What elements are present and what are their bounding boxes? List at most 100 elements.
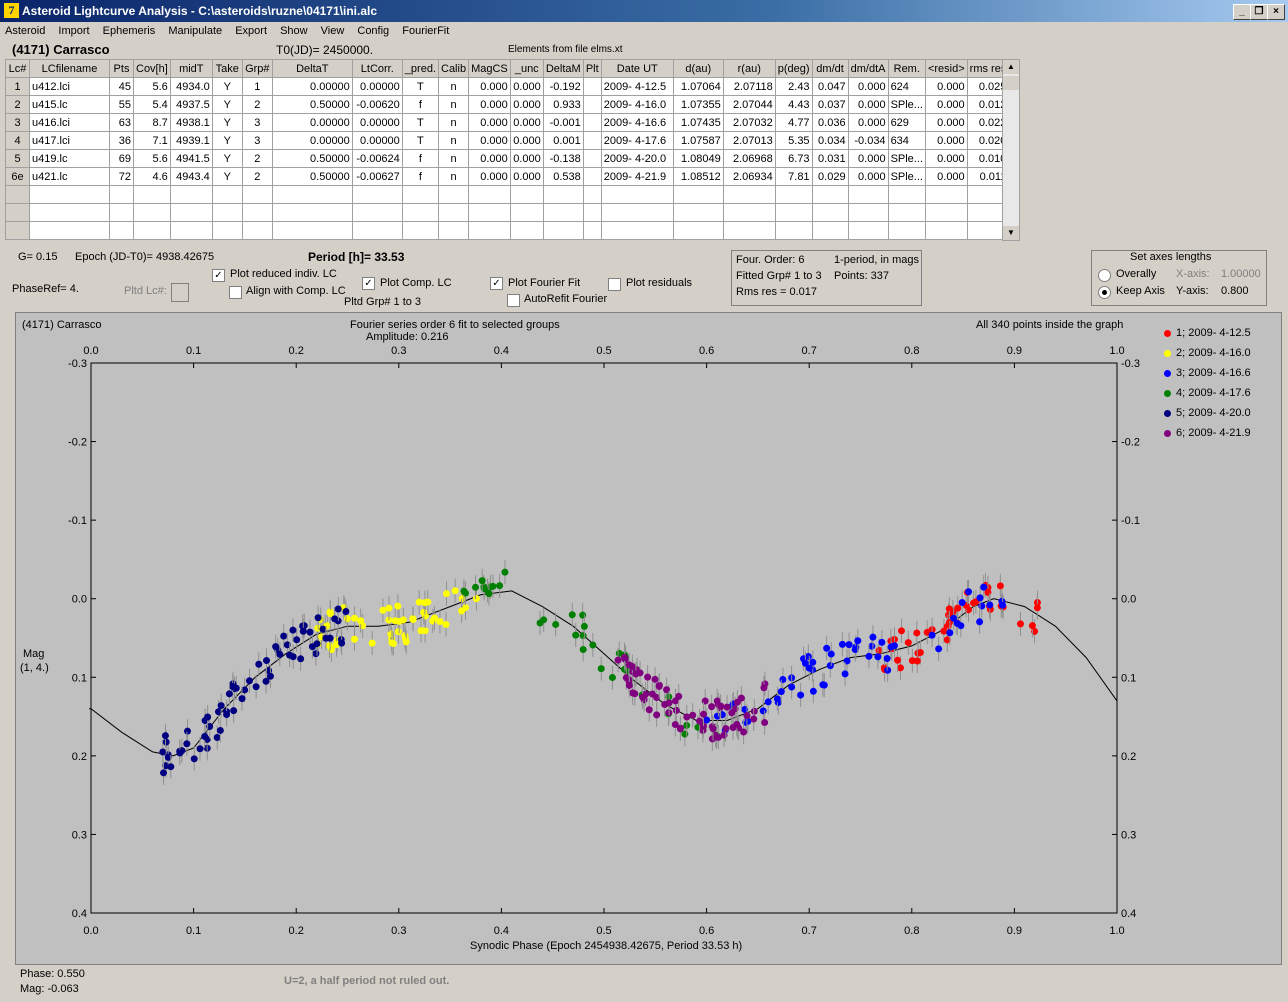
table-cell[interactable] [924,221,968,240]
table-cell[interactable]: 0.000 [924,77,968,96]
table-cell[interactable]: u415.lc [29,95,110,114]
table-cell[interactable]: 5.6 [133,77,171,96]
column-header[interactable]: rms res [966,59,1010,78]
table-cell[interactable]: 0.010 [966,149,1010,168]
menu-export[interactable]: Export [235,25,267,37]
column-header[interactable]: dm/dtA [847,59,889,78]
scroll-down-icon[interactable]: ▼ [1003,226,1019,240]
table-cell[interactable]: SPle... [887,149,926,168]
table-cell[interactable]: SPle... [887,95,926,114]
column-header[interactable]: Rem. [887,59,926,78]
table-cell[interactable]: 6e [5,167,30,186]
table-cell[interactable]: 0.50000 [271,167,353,186]
table-cell[interactable]: 0.000 [924,95,968,114]
scroll-thumb[interactable] [1003,76,1019,90]
table-cell[interactable]: -0.138 [542,149,584,168]
yaxis-value[interactable]: 0.800 [1221,285,1249,297]
plot-reduced-checkbox[interactable]: ✓ [212,269,225,282]
table-cell[interactable]: 0.047 [811,77,849,96]
table-cell[interactable]: 69 [109,149,134,168]
table-cell[interactable]: 634 [887,131,926,150]
table-cell[interactable] [887,221,926,240]
column-header[interactable]: dm/dt [811,59,849,78]
table-row[interactable]: 6e u421.lc 72 4.6 4943.4 Y 2 0.50000 -0.00627 f n 0… [5,167,1010,186]
plot-comp-checkbox[interactable]: ✓ [362,277,375,290]
table-cell[interactable]: u416.lci [29,113,110,132]
table-cell[interactable]: 0.000 [924,167,968,186]
column-header[interactable]: Plt [582,59,602,78]
table-cell[interactable]: 2.06934 [722,167,776,186]
align-comp-checkbox[interactable] [229,286,242,299]
menu-config[interactable]: Config [357,25,390,37]
menu-fourierfit[interactable]: FourierFit [402,25,450,37]
column-header[interactable]: MagCS [468,59,511,78]
table-cell[interactable]: 7.81 [774,167,813,186]
table-cell[interactable]: 0.00000 [271,131,353,150]
menu-view[interactable]: View [320,25,345,37]
scroll-up-icon[interactable]: ▲ [1003,60,1019,74]
table-cell[interactable]: -0.00627 [351,167,403,186]
column-header[interactable]: Take [211,59,243,78]
table-cell[interactable]: u417.lci [29,131,110,150]
table-cell[interactable] [401,221,440,240]
table-cell[interactable]: 2009- 4-21.9 [600,167,674,186]
table-cell[interactable]: 0.037 [811,95,849,114]
table-cell[interactable] [722,221,776,240]
table-cell[interactable]: 0.933 [542,95,584,114]
menu-ephemeris[interactable]: Ephemeris [102,25,156,37]
table-cell[interactable]: 0.000 [847,77,889,96]
table-cell[interactable]: 0.000 [847,167,889,186]
table-cell[interactable]: 0.00000 [271,77,353,96]
table-cell[interactable]: 0.000 [468,77,511,96]
table-cell[interactable]: 2.07032 [722,113,776,132]
table-cell[interactable]: f [401,95,440,114]
column-header[interactable]: DeltaM [542,59,584,78]
table-cell[interactable]: 1.07064 [672,77,724,96]
table-cell[interactable]: -0.192 [542,77,584,96]
column-header[interactable]: <resid> [924,59,968,78]
table-cell[interactable]: n [437,149,470,168]
table-cell[interactable]: 4938.1 [169,113,213,132]
plot-residuals-checkbox[interactable] [608,278,621,291]
table-cell[interactable]: 4937.5 [169,95,213,114]
column-header[interactable]: Cov[h] [133,59,171,78]
plot-frame[interactable] [15,312,1282,965]
table-cell[interactable] [437,221,470,240]
table-cell[interactable]: 624 [887,77,926,96]
table-cell[interactable]: 1.07435 [672,113,724,132]
menu-asteroid[interactable]: Asteroid [5,25,46,37]
table-cell[interactable]: SPle... [887,167,926,186]
table-row-empty[interactable] [5,221,1010,240]
table-cell[interactable] [109,221,134,240]
close-button[interactable]: × [1267,4,1285,20]
table-cell[interactable] [5,185,30,204]
table-cell[interactable]: 36 [109,131,134,150]
menu-import[interactable]: Import [58,25,90,37]
table-cell[interactable]: 2 [5,95,30,114]
table-cell[interactable]: 0.022 [966,113,1010,132]
menu-show[interactable]: Show [280,25,308,37]
table-cell[interactable]: u412.lci [29,77,110,96]
keep-axis-radio[interactable] [1098,286,1111,299]
table-cell[interactable]: 8.7 [133,113,171,132]
table-cell[interactable]: 72 [109,167,134,186]
table-cell[interactable]: 0.011 [966,167,1010,186]
pltd-lc-spinner[interactable] [171,283,189,302]
table-cell[interactable]: 0.000 [468,95,511,114]
table-cell[interactable]: 0.50000 [271,149,353,168]
column-header[interactable]: _unc [509,59,544,78]
table-cell[interactable]: n [437,131,470,150]
table-cell[interactable]: 2009- 4-16.6 [600,113,674,132]
table-cell[interactable]: 0.000 [468,131,511,150]
column-header[interactable]: Lc# [5,59,30,78]
table-cell[interactable]: 3 [5,113,30,132]
column-header[interactable]: Grp# [241,59,273,78]
autorefit-checkbox[interactable] [507,294,520,307]
column-header[interactable]: _pred. [401,59,440,78]
table-cell[interactable]: 5 [5,149,30,168]
overally-radio[interactable] [1098,269,1111,282]
table-scrollbar[interactable]: ▲ ▼ [1002,59,1020,241]
minimize-button[interactable]: _ [1233,4,1251,20]
